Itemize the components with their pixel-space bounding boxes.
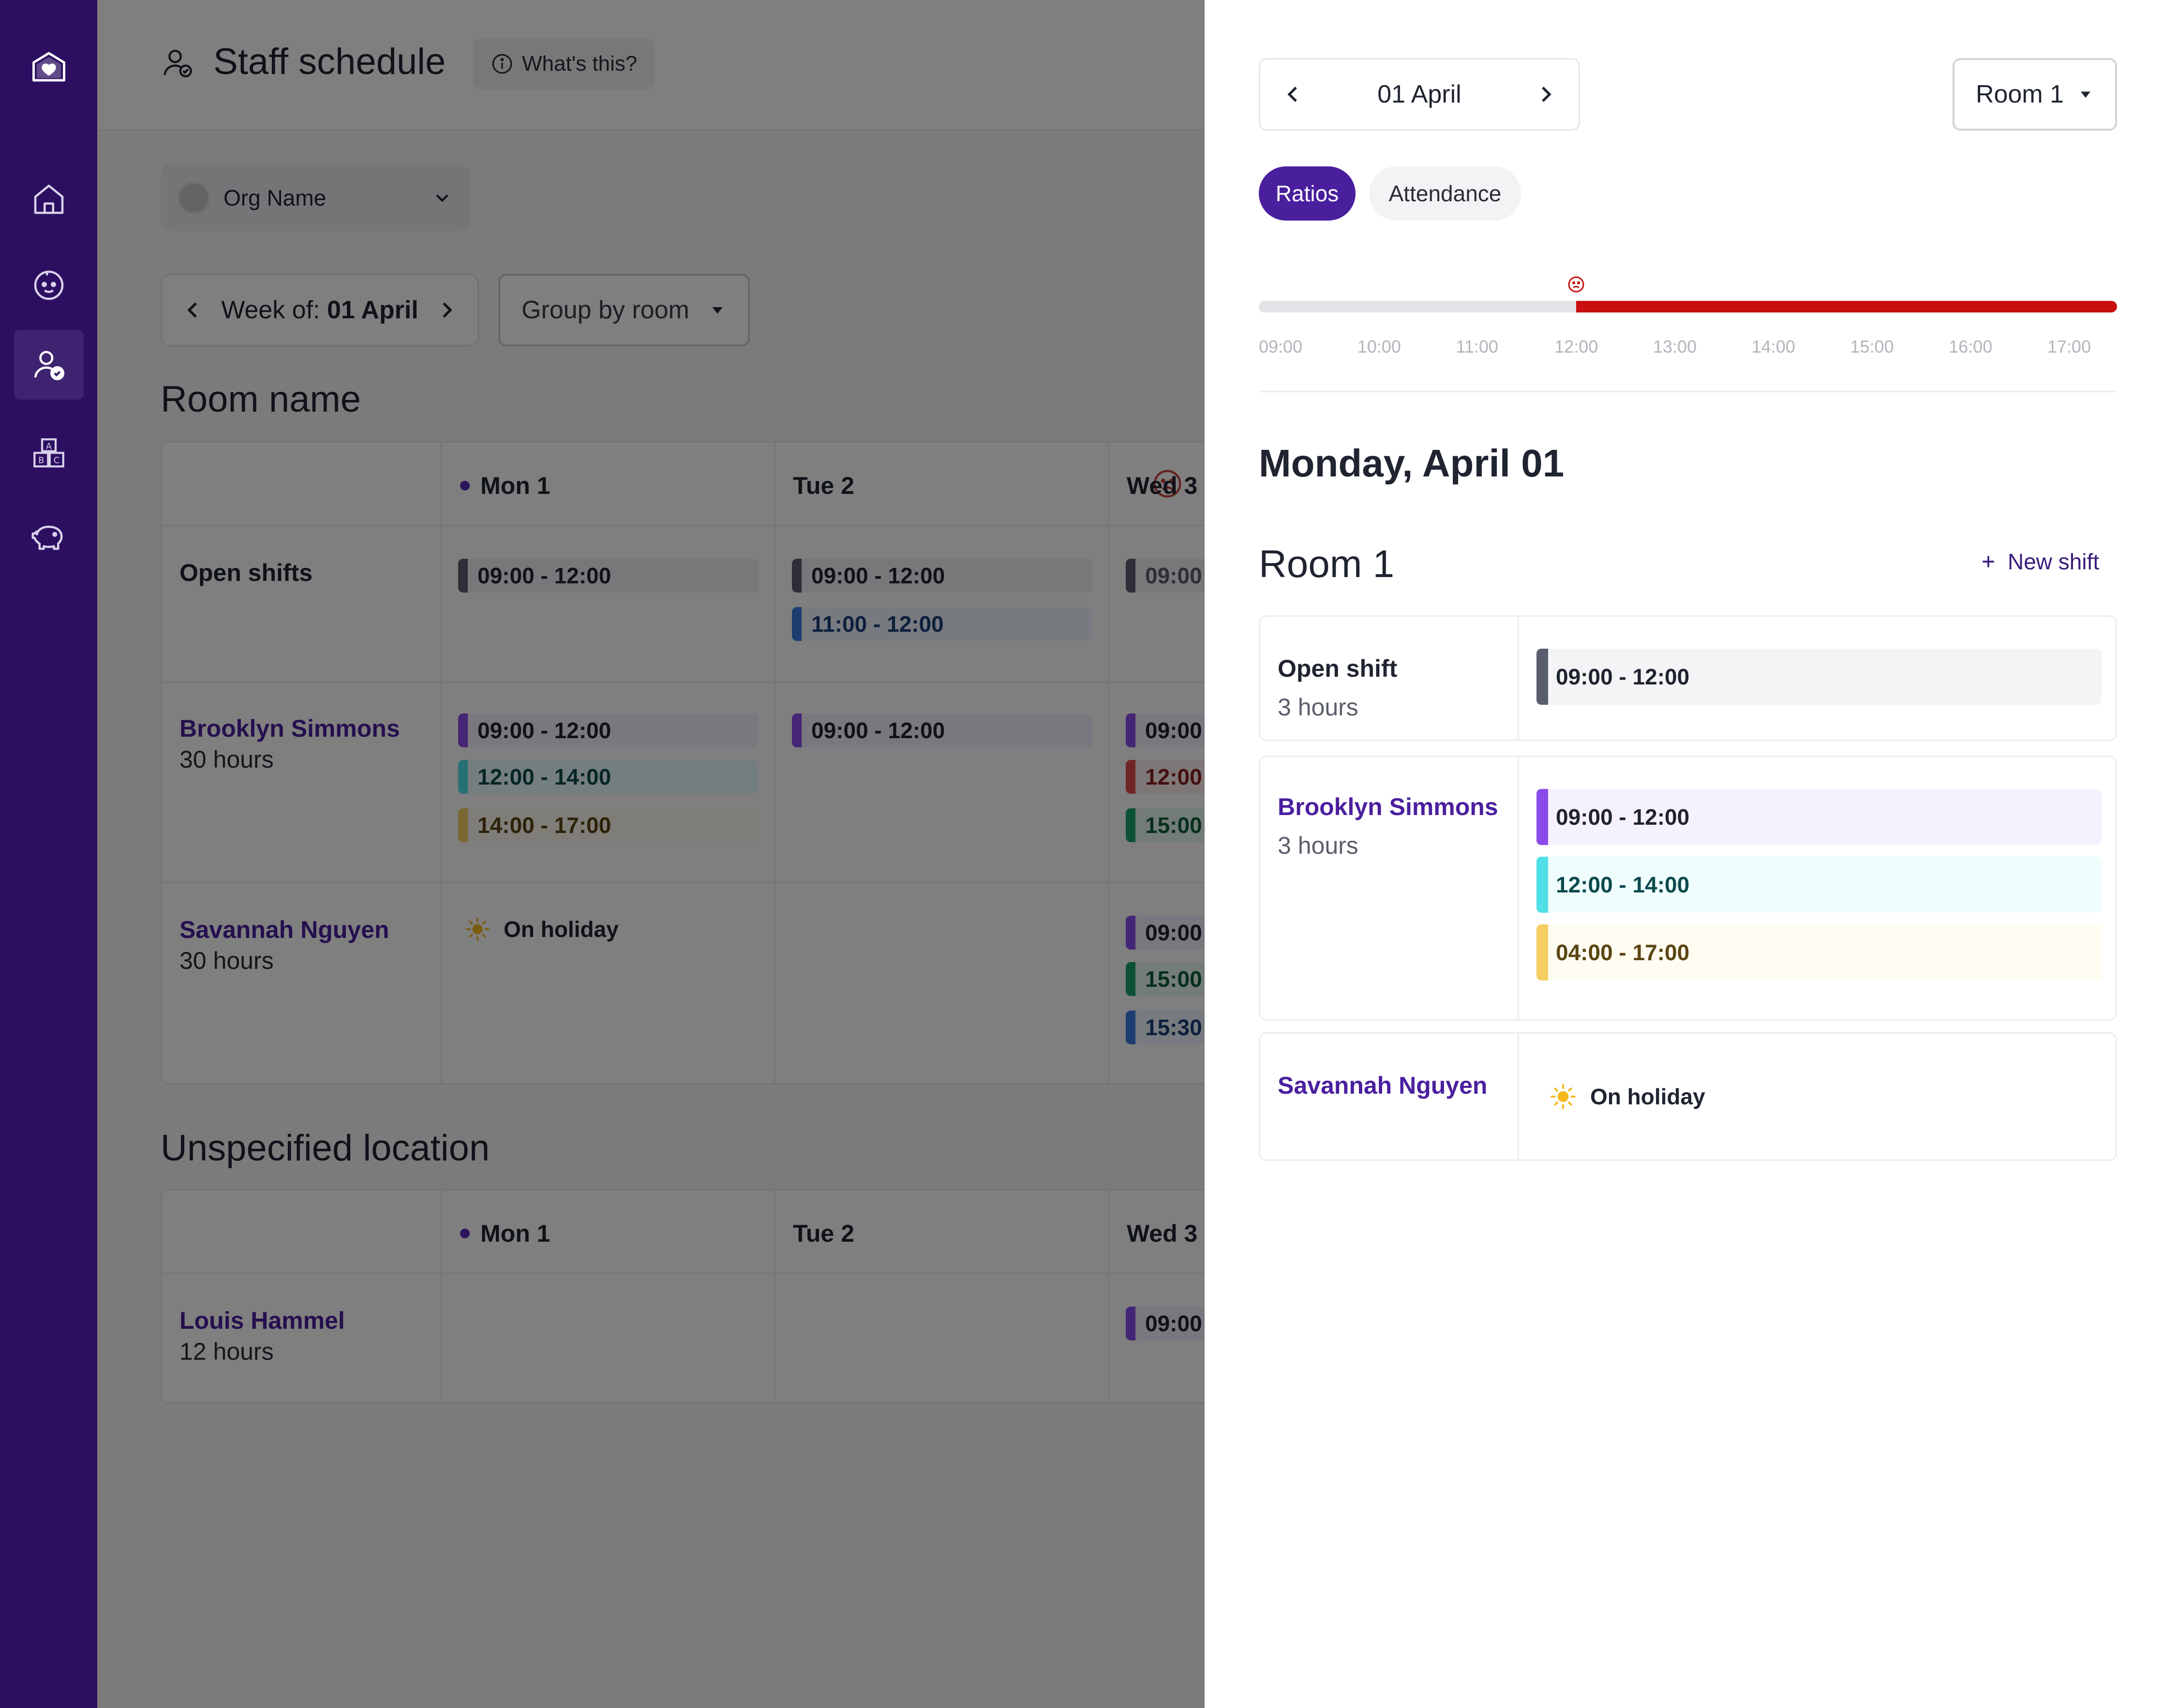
- next-day-icon[interactable]: [1534, 83, 1557, 106]
- new-shift-label: New shift: [2008, 549, 2100, 574]
- svg-text:B: B: [38, 456, 44, 466]
- shift-time: 09:00 - 12:00: [1556, 804, 1690, 830]
- shift-chip[interactable]: 12:00 - 14:00: [1536, 857, 2102, 913]
- panel-row-open-shift: Open shift 3 hours 09:00 - 12:00: [1259, 615, 2117, 741]
- panel-row-savannah: Savannah Nguyen On holiday: [1259, 1032, 2117, 1161]
- ratio-warning-icon[interactable]: [1566, 275, 1586, 294]
- staff-name-link[interactable]: Savannah Nguyen: [1278, 1072, 1488, 1099]
- timeline-label: 11:00: [1456, 337, 1498, 356]
- date-navigator: 01 April: [1259, 58, 1580, 131]
- svg-text:C: C: [54, 456, 60, 466]
- timeline-label: 09:00: [1259, 337, 1303, 356]
- timeline-label: 15:00: [1850, 337, 1894, 356]
- timeline-label: 10:00: [1357, 337, 1401, 356]
- timeline-label: 16:00: [1949, 337, 1993, 356]
- staff-icon[interactable]: [14, 330, 84, 400]
- shift-time: 04:00 - 17:00: [1556, 940, 1690, 965]
- timeline-label: 17:00: [2047, 337, 2091, 356]
- room-select[interactable]: Room 1: [1953, 58, 2117, 131]
- day-detail-panel: 01 April Room 1 Ratios Attendance 09:00 1…: [1205, 0, 2177, 1708]
- panel-divider: [1259, 391, 2117, 392]
- row-label: Savannah Nguyen: [1278, 1071, 1487, 1099]
- staff-name-link[interactable]: Brooklyn Simmons: [1278, 793, 1498, 820]
- holiday-label: On holiday: [1590, 1084, 1705, 1109]
- svg-text:A: A: [46, 442, 52, 452]
- tab-attendance[interactable]: Attendance: [1369, 166, 1521, 221]
- caret-down-icon: [2081, 91, 2090, 98]
- row-hours: 3 hours: [1278, 832, 1358, 859]
- prev-day-icon[interactable]: [1282, 83, 1305, 106]
- baby-face-icon[interactable]: [14, 250, 84, 319]
- shift-time: 12:00 - 14:00: [1556, 872, 1690, 897]
- sun-icon: [1551, 1084, 1576, 1109]
- shift-time: 09:00 - 12:00: [1556, 664, 1690, 689]
- panel-date: 01 April: [1377, 80, 1461, 108]
- holiday-status: On holiday: [1549, 1082, 1705, 1111]
- piggy-bank-icon[interactable]: [14, 502, 84, 572]
- modal-backdrop[interactable]: [97, 0, 1205, 1708]
- new-shift-button[interactable]: New shift: [1979, 549, 2099, 575]
- row-hours: 3 hours: [1278, 694, 1358, 721]
- home-icon[interactable]: [14, 164, 84, 234]
- timeline-label: 14:00: [1751, 337, 1795, 356]
- row-name: Open shift: [1278, 655, 1398, 682]
- panel-row-brooklyn: Brooklyn Simmons 3 hours 09:00 - 12:00 1…: [1259, 756, 2117, 1021]
- timeline-label: 13:00: [1653, 337, 1697, 356]
- shift-chip[interactable]: 09:00 - 12:00: [1536, 649, 2102, 705]
- panel-room-title: Room 1: [1259, 542, 1395, 585]
- plus-icon: [1983, 556, 1994, 567]
- row-label: Brooklyn Simmons 3 hours: [1278, 793, 1498, 860]
- app-logo-icon[interactable]: [14, 32, 84, 102]
- shift-chip[interactable]: 04:00 - 17:00: [1536, 924, 2102, 980]
- row-label: Open shift 3 hours: [1278, 654, 1397, 721]
- room-select-value: Room 1: [1976, 80, 2064, 108]
- tab-ratios[interactable]: Ratios: [1259, 166, 1356, 221]
- shift-chip[interactable]: 09:00 - 12:00: [1536, 789, 2102, 845]
- timeline-label: 12:00: [1554, 337, 1598, 356]
- ratio-breach-segment: [1576, 301, 2117, 312]
- panel-day-title: Monday, April 01: [1259, 442, 1565, 485]
